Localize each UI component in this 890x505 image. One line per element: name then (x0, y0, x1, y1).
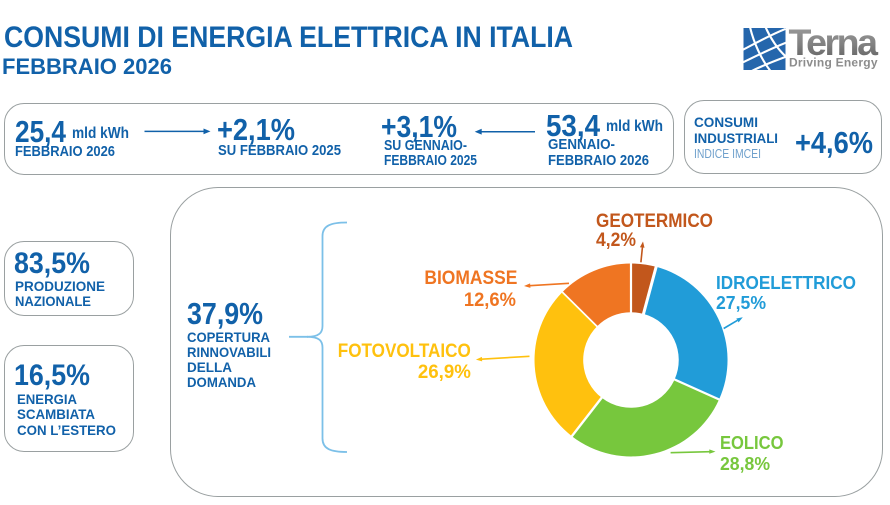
svg-text:Driving Energy: Driving Energy (789, 55, 878, 69)
svg-text:Terna: Terna (789, 21, 880, 63)
